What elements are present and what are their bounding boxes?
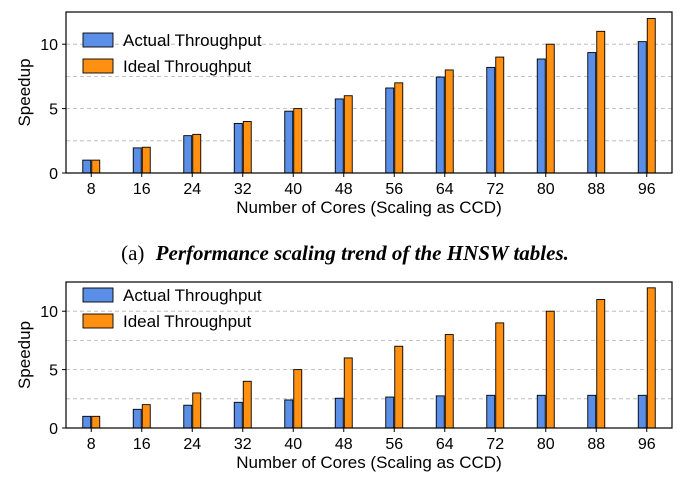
x-tick-label: 16: [133, 436, 151, 453]
legend-swatch-ideal: [82, 313, 114, 329]
x-tick-label: 80: [537, 436, 555, 453]
bar-actual: [132, 147, 142, 174]
bar-actual: [82, 415, 92, 429]
bar-actual: [587, 52, 597, 174]
bar-actual: [183, 135, 193, 174]
bar-actual: [385, 396, 395, 429]
y-tick-label: 5: [49, 102, 58, 119]
x-tick-label: 72: [486, 436, 504, 453]
x-tick-label: 48: [335, 181, 353, 198]
legend-swatch-ideal: [82, 58, 114, 74]
bar-actual: [486, 66, 496, 174]
x-tick-label: 40: [284, 181, 302, 198]
bar-ideal: [545, 43, 555, 174]
bar-ideal: [646, 17, 656, 174]
x-tick-label: 16: [133, 181, 151, 198]
bar-ideal: [646, 287, 656, 429]
bar-actual: [284, 399, 294, 429]
bar-actual: [334, 98, 344, 174]
x-tick-label: 64: [436, 181, 454, 198]
x-tick-label: 96: [638, 436, 656, 453]
y-tick-label: 0: [49, 166, 58, 183]
x-tick-label: 80: [537, 181, 555, 198]
bar-actual: [233, 122, 243, 174]
bar-ideal: [293, 369, 303, 429]
x-tick-label: 88: [587, 181, 605, 198]
bar-ideal: [444, 334, 454, 429]
bar-actual: [536, 58, 546, 174]
bar-actual: [132, 408, 142, 429]
bar-ideal: [343, 357, 353, 429]
caption-text: Performance scaling trend of the HNSW ta…: [155, 241, 569, 265]
y-axis-label: Speedup: [15, 321, 34, 389]
bar-ideal: [596, 30, 606, 174]
x-tick-label: 56: [385, 181, 403, 198]
bar-ideal: [242, 380, 252, 429]
x-tick-label: 32: [234, 436, 252, 453]
bar-actual: [233, 401, 243, 429]
bar-ideal: [444, 69, 454, 174]
legend-label-actual: Actual Throughput: [123, 286, 262, 305]
y-axis-label: Speedup: [15, 58, 34, 126]
legend-label-actual: Actual Throughput: [123, 31, 262, 50]
bar-ideal: [91, 159, 101, 174]
x-tick-label: 8: [87, 181, 96, 198]
bar-ideal: [293, 108, 303, 174]
bar-actual: [385, 87, 395, 174]
x-tick-label: 24: [183, 436, 201, 453]
chart-second: 8 16 24 32 40 48 56 64 72 80 88 96 0 5 10 Number of Cor…: [15, 281, 673, 472]
bar-ideal: [545, 310, 555, 429]
caption-prefix: (a): [121, 241, 144, 265]
x-tick-label: 32: [234, 181, 252, 198]
bar-ideal: [141, 404, 151, 429]
bar-ideal: [242, 121, 252, 174]
bar-actual: [536, 394, 546, 429]
bar-actual: [82, 159, 92, 174]
bar-ideal: [394, 345, 404, 429]
bar-actual: [435, 76, 445, 174]
legend-swatch-actual: [82, 32, 114, 48]
bar-ideal: [596, 299, 606, 429]
plot-frame: [65, 11, 673, 174]
bar-actual: [587, 394, 597, 429]
caption-a: (a) Performance scaling trend of the HNS…: [121, 241, 569, 265]
legend-label-ideal: Ideal Throughput: [123, 57, 252, 76]
bar-ideal: [343, 95, 353, 174]
x-tick-label: 64: [436, 436, 454, 453]
x-tick-label: 88: [587, 436, 605, 453]
bar-actual: [183, 404, 193, 429]
bar-actual: [637, 41, 647, 174]
legend-label-ideal: Ideal Throughput: [123, 312, 252, 331]
y-tick-label: 5: [49, 363, 58, 380]
x-tick-label: 72: [486, 181, 504, 198]
legend-swatch-actual: [82, 287, 114, 303]
x-tick-label: 40: [284, 436, 302, 453]
bar-actual: [637, 394, 647, 429]
bar-ideal: [91, 415, 101, 429]
bar-ideal: [192, 133, 202, 174]
x-tick-label: 96: [638, 181, 656, 198]
bar-ideal: [192, 392, 202, 429]
bar-actual: [435, 395, 445, 429]
bar-actual: [334, 397, 344, 429]
x-tick-label: 24: [183, 181, 201, 198]
bar-ideal: [495, 322, 505, 429]
bar-ideal: [495, 56, 505, 174]
x-tick-label: 8: [87, 436, 96, 453]
x-axis-label: Number of Cores (Scaling as CCD): [236, 453, 501, 472]
x-tick-label: 48: [335, 436, 353, 453]
y-tick-label: 10: [40, 304, 58, 321]
bar-ideal: [141, 146, 151, 174]
y-tick-label: 10: [40, 37, 58, 54]
bar-actual: [486, 394, 496, 429]
plot-frame: [65, 281, 673, 429]
bar-ideal: [394, 82, 404, 174]
bar-actual: [284, 110, 294, 174]
y-tick-label: 0: [49, 421, 58, 438]
x-tick-label: 56: [385, 436, 403, 453]
chart-hnsw: 8 16 24 32 40 48 56 64 72 80 88 96 0 5 10 Number of Cor…: [15, 11, 673, 217]
x-axis-label: Number of Cores (Scaling as CCD): [236, 198, 501, 217]
